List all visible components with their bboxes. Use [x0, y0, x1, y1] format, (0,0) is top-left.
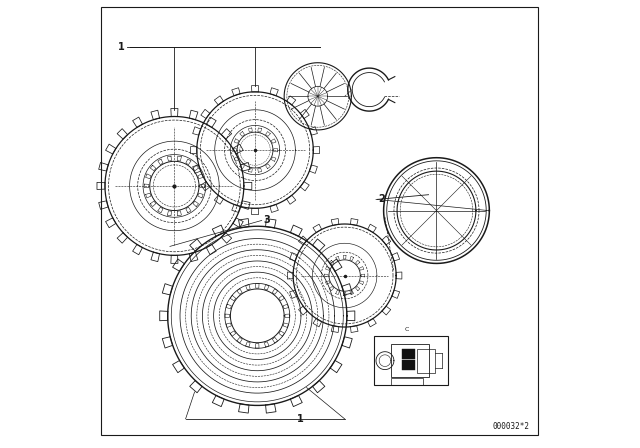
- Bar: [391, 344, 429, 377]
- Text: 2: 2: [378, 194, 385, 204]
- Bar: [391, 378, 423, 385]
- Bar: [401, 360, 415, 370]
- Text: C: C: [404, 327, 409, 332]
- Text: 000032*2: 000032*2: [493, 422, 530, 431]
- Text: 1: 1: [296, 414, 303, 424]
- Text: 3: 3: [263, 215, 270, 225]
- Bar: [417, 349, 435, 373]
- Text: 1: 1: [118, 42, 125, 52]
- Bar: [401, 349, 415, 359]
- Bar: [374, 336, 448, 385]
